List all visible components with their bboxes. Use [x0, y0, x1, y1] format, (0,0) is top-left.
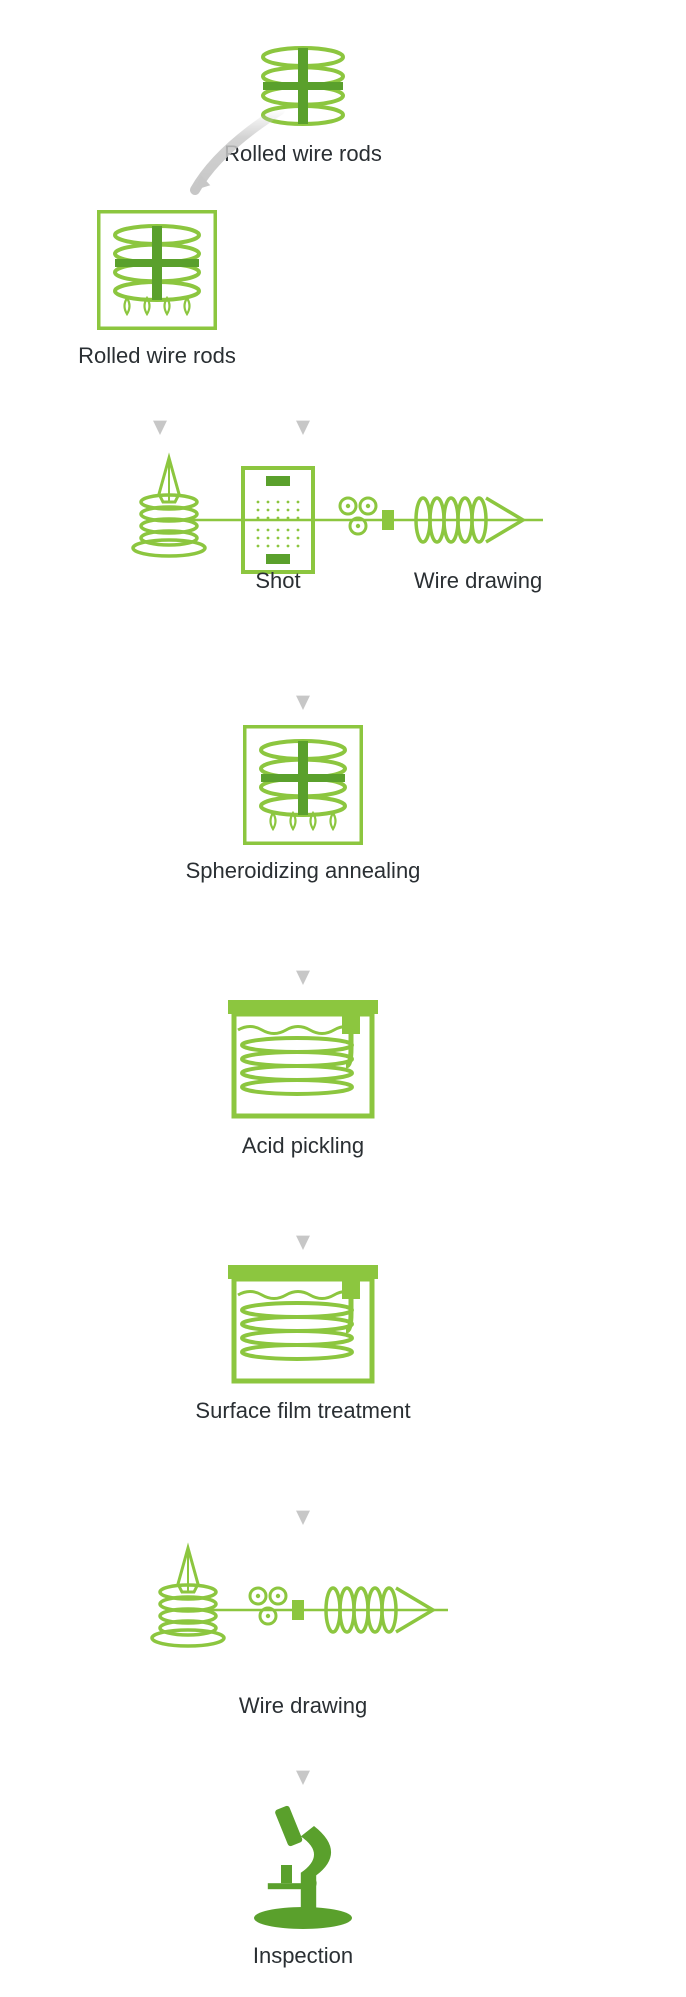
icon-coil-flames — [243, 725, 363, 850]
label-inspect: Inspection — [253, 1943, 353, 1969]
node-spheroid: Spheroidizing annealing — [0, 725, 686, 884]
sublabel-shot_line-0: Shot — [255, 568, 300, 594]
sublabel-shot_line-1: Wire drawing — [414, 568, 542, 594]
icon-bath — [228, 1265, 378, 1390]
node-shot_line: Shot Wire drawing — [0, 450, 686, 595]
node-film: Surface film treatment — [0, 1265, 686, 1424]
node-inspect: Inspection — [0, 1800, 686, 1969]
icon-draw-line — [138, 1540, 468, 1685]
node-acid: Acid pickling — [0, 1000, 686, 1159]
icon-bath — [228, 1000, 378, 1125]
icon-microscope — [248, 1800, 358, 1935]
label-spheroid: Spheroidizing annealing — [186, 858, 421, 884]
